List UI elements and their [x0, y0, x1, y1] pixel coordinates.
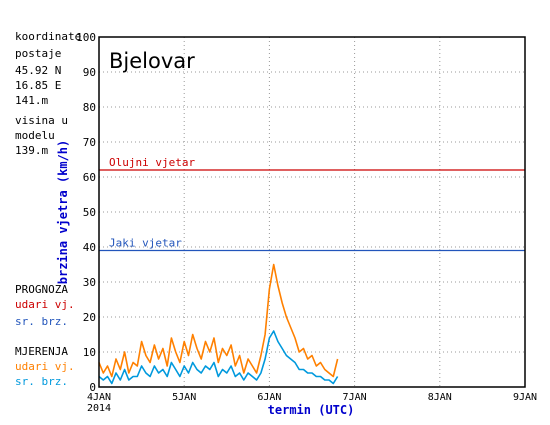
- legend-forecast-gust: udari vj.: [15, 298, 75, 311]
- chart-title: Bjelovar: [109, 49, 195, 73]
- legend-forecast-title: PROGNOZA: [15, 283, 68, 296]
- model-height: 139.m: [15, 144, 49, 157]
- lat-value: 45.92 N: [15, 64, 62, 77]
- series-layer: [98, 263, 339, 385]
- series-line: [98, 263, 339, 378]
- y-tick-label: 50: [83, 206, 96, 219]
- y-tick-label: 60: [83, 171, 96, 184]
- legend-measured-mean: sr. brz.: [15, 375, 68, 388]
- x-tick-label: 5JAN: [172, 392, 196, 403]
- plot-frame: [98, 36, 526, 388]
- legend-measured-title: MJERENJA: [15, 345, 68, 358]
- height-label-1: visina u: [15, 114, 68, 127]
- y-tick-label: 30: [83, 276, 96, 289]
- y-axis-label: brzina vjetra (km/h): [56, 140, 70, 285]
- station-height: 141.m: [15, 94, 49, 107]
- grid-layer: [99, 37, 525, 387]
- x-axis-label: termin (UTC): [268, 403, 355, 417]
- height-label-2: modelu: [15, 129, 55, 142]
- legend-measured-gust: udari vj.: [15, 360, 75, 373]
- y-tick-label: 40: [83, 241, 96, 254]
- series-line: [98, 330, 339, 385]
- threshold-label: Jaki vjetar: [109, 237, 182, 250]
- y-tick-label: 70: [83, 136, 96, 149]
- coord-label-2: postaje: [15, 47, 62, 60]
- x-tick-label: 8JAN: [428, 392, 452, 403]
- y-tick-label: 90: [83, 66, 96, 79]
- y-tick-label: 100: [76, 31, 96, 44]
- y-tick-label: 80: [83, 101, 96, 114]
- lon-value: 16.85 E: [15, 79, 62, 92]
- y-tick-label: 0: [89, 381, 96, 394]
- coord-label-1: koordinate: [15, 30, 82, 43]
- x-tick-label: 6JAN: [257, 392, 281, 403]
- y-tick-labels: 0 10 20 30 40 50 60 70 80 90 100: [76, 31, 96, 394]
- x-tick-label: 7JAN: [343, 392, 367, 403]
- x-tick-label: 4JAN: [87, 392, 111, 403]
- y-tick-label: 20: [83, 311, 96, 324]
- x-tick-sublabel: 2014: [87, 403, 111, 414]
- y-tick-label: 10: [83, 346, 96, 359]
- legend-forecast-mean: sr. brz.: [15, 315, 68, 328]
- threshold-label: Olujni vjetar: [109, 156, 195, 169]
- threshold-layer: Olujni vjetar Jaki vjetar: [99, 156, 525, 252]
- x-tick-label: 9JAN: [513, 392, 537, 403]
